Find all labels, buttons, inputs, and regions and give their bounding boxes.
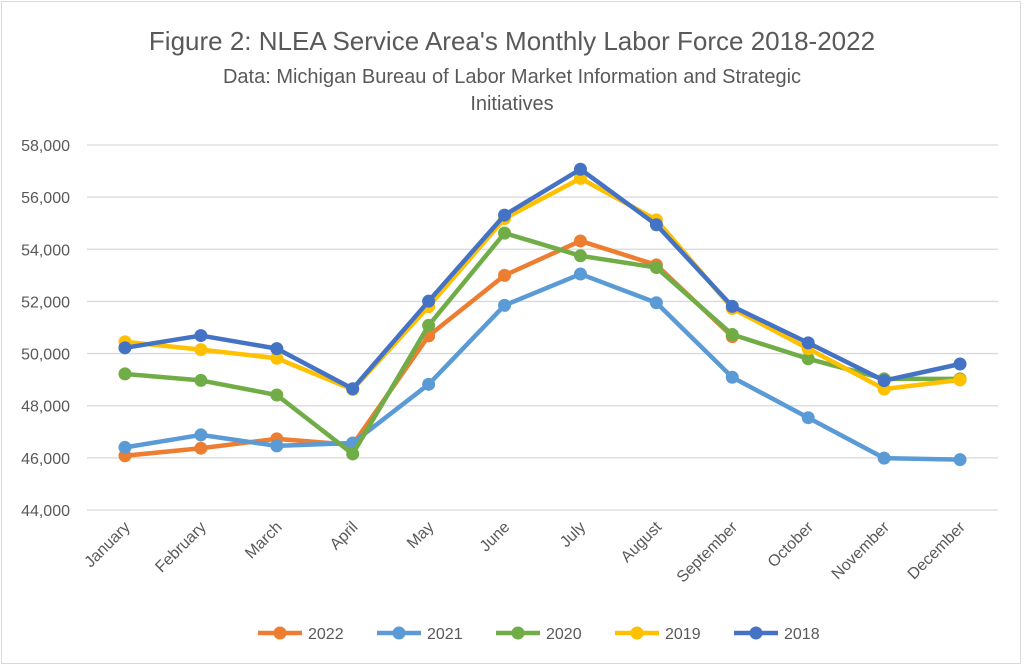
legend-label: 2020 [546, 626, 582, 643]
data-point [953, 373, 967, 387]
y-tick-label: 58,000 [21, 138, 70, 155]
series-2018 [118, 162, 967, 396]
data-point [498, 298, 512, 312]
x-tick-label: September [674, 518, 742, 586]
data-point [346, 382, 360, 396]
x-tick-label: October [765, 518, 818, 571]
x-tick-label: May [404, 519, 437, 552]
data-point [194, 428, 208, 442]
data-point [649, 296, 663, 310]
data-point [573, 234, 587, 248]
data-point [801, 336, 815, 350]
data-point [498, 208, 512, 222]
x-tick-label: April [327, 519, 362, 554]
y-tick-label: 56,000 [21, 190, 70, 207]
x-tick-label: November [829, 518, 894, 583]
data-point [270, 388, 284, 402]
x-tick-label: February [152, 519, 209, 576]
chart-title: Figure 2: NLEA Service Area's Monthly La… [149, 26, 875, 56]
data-point [725, 328, 739, 342]
y-tick-label: 44,000 [21, 503, 70, 520]
data-point [194, 343, 208, 357]
y-tick-label: 48,000 [21, 399, 70, 416]
data-point [270, 342, 284, 356]
data-point [725, 299, 739, 313]
data-point [649, 218, 663, 232]
legend-item-2019: 2019 [615, 626, 701, 643]
data-point [118, 440, 132, 454]
data-point [877, 374, 891, 388]
data-point [877, 451, 891, 465]
series-line-2020 [124, 230, 961, 457]
data-point [573, 162, 587, 176]
data-point [801, 411, 815, 425]
legend-marker-icon [630, 626, 644, 640]
data-point [953, 453, 967, 467]
data-point [649, 261, 663, 275]
data-point [194, 329, 208, 343]
x-tick-label: December [905, 518, 970, 583]
legend-label: 2019 [665, 626, 701, 643]
legend-label: 2021 [427, 626, 463, 643]
data-point [573, 171, 587, 185]
legend-label: 2022 [308, 626, 344, 643]
y-tick-label: 46,000 [21, 451, 70, 468]
y-tick-label: 52,000 [21, 294, 70, 311]
legend-marker-icon [511, 626, 525, 640]
y-tick-label: 50,000 [21, 347, 70, 364]
chart-subtitle-line-2: Initiatives [470, 93, 553, 115]
x-tick-label: March [242, 519, 285, 562]
series-2019 [118, 171, 967, 397]
legend-label: 2018 [784, 626, 820, 643]
legend-item-2018: 2018 [734, 626, 820, 643]
legend-item-2020: 2020 [496, 626, 582, 643]
series-line-2021 [124, 271, 961, 462]
data-point [953, 357, 967, 371]
x-tick-label: July [557, 519, 589, 551]
data-point [270, 439, 284, 453]
chart-subtitle-line-1: Data: Michigan Bureau of Labor Market In… [223, 66, 801, 88]
data-point [498, 268, 512, 282]
y-tick-label: 54,000 [21, 242, 70, 259]
x-tick-label: June [477, 519, 514, 556]
x-tick-label: January [82, 519, 134, 571]
legend-item-2022: 2022 [258, 626, 344, 643]
data-point [270, 351, 284, 365]
data-point [573, 249, 587, 263]
data-point [801, 352, 815, 366]
series-line-2019 [124, 176, 961, 392]
legend-marker-icon [273, 626, 287, 640]
series-2021 [118, 267, 967, 467]
data-point [422, 318, 436, 332]
data-point [194, 441, 208, 455]
legend-marker-icon [749, 626, 763, 640]
data-point [194, 373, 208, 387]
series-line-2018 [124, 166, 961, 392]
data-point [118, 341, 132, 355]
data-point [725, 370, 739, 384]
data-point [422, 377, 436, 391]
legend-item-2021: 2021 [377, 626, 463, 643]
x-tick-label: August [618, 518, 666, 566]
series-line-2022 [124, 238, 734, 459]
legend-marker-icon [392, 626, 406, 640]
data-point [118, 367, 132, 381]
data-point [346, 447, 360, 461]
series-2022 [118, 234, 739, 463]
data-point [573, 267, 587, 281]
data-point [422, 294, 436, 308]
data-point [498, 226, 512, 240]
